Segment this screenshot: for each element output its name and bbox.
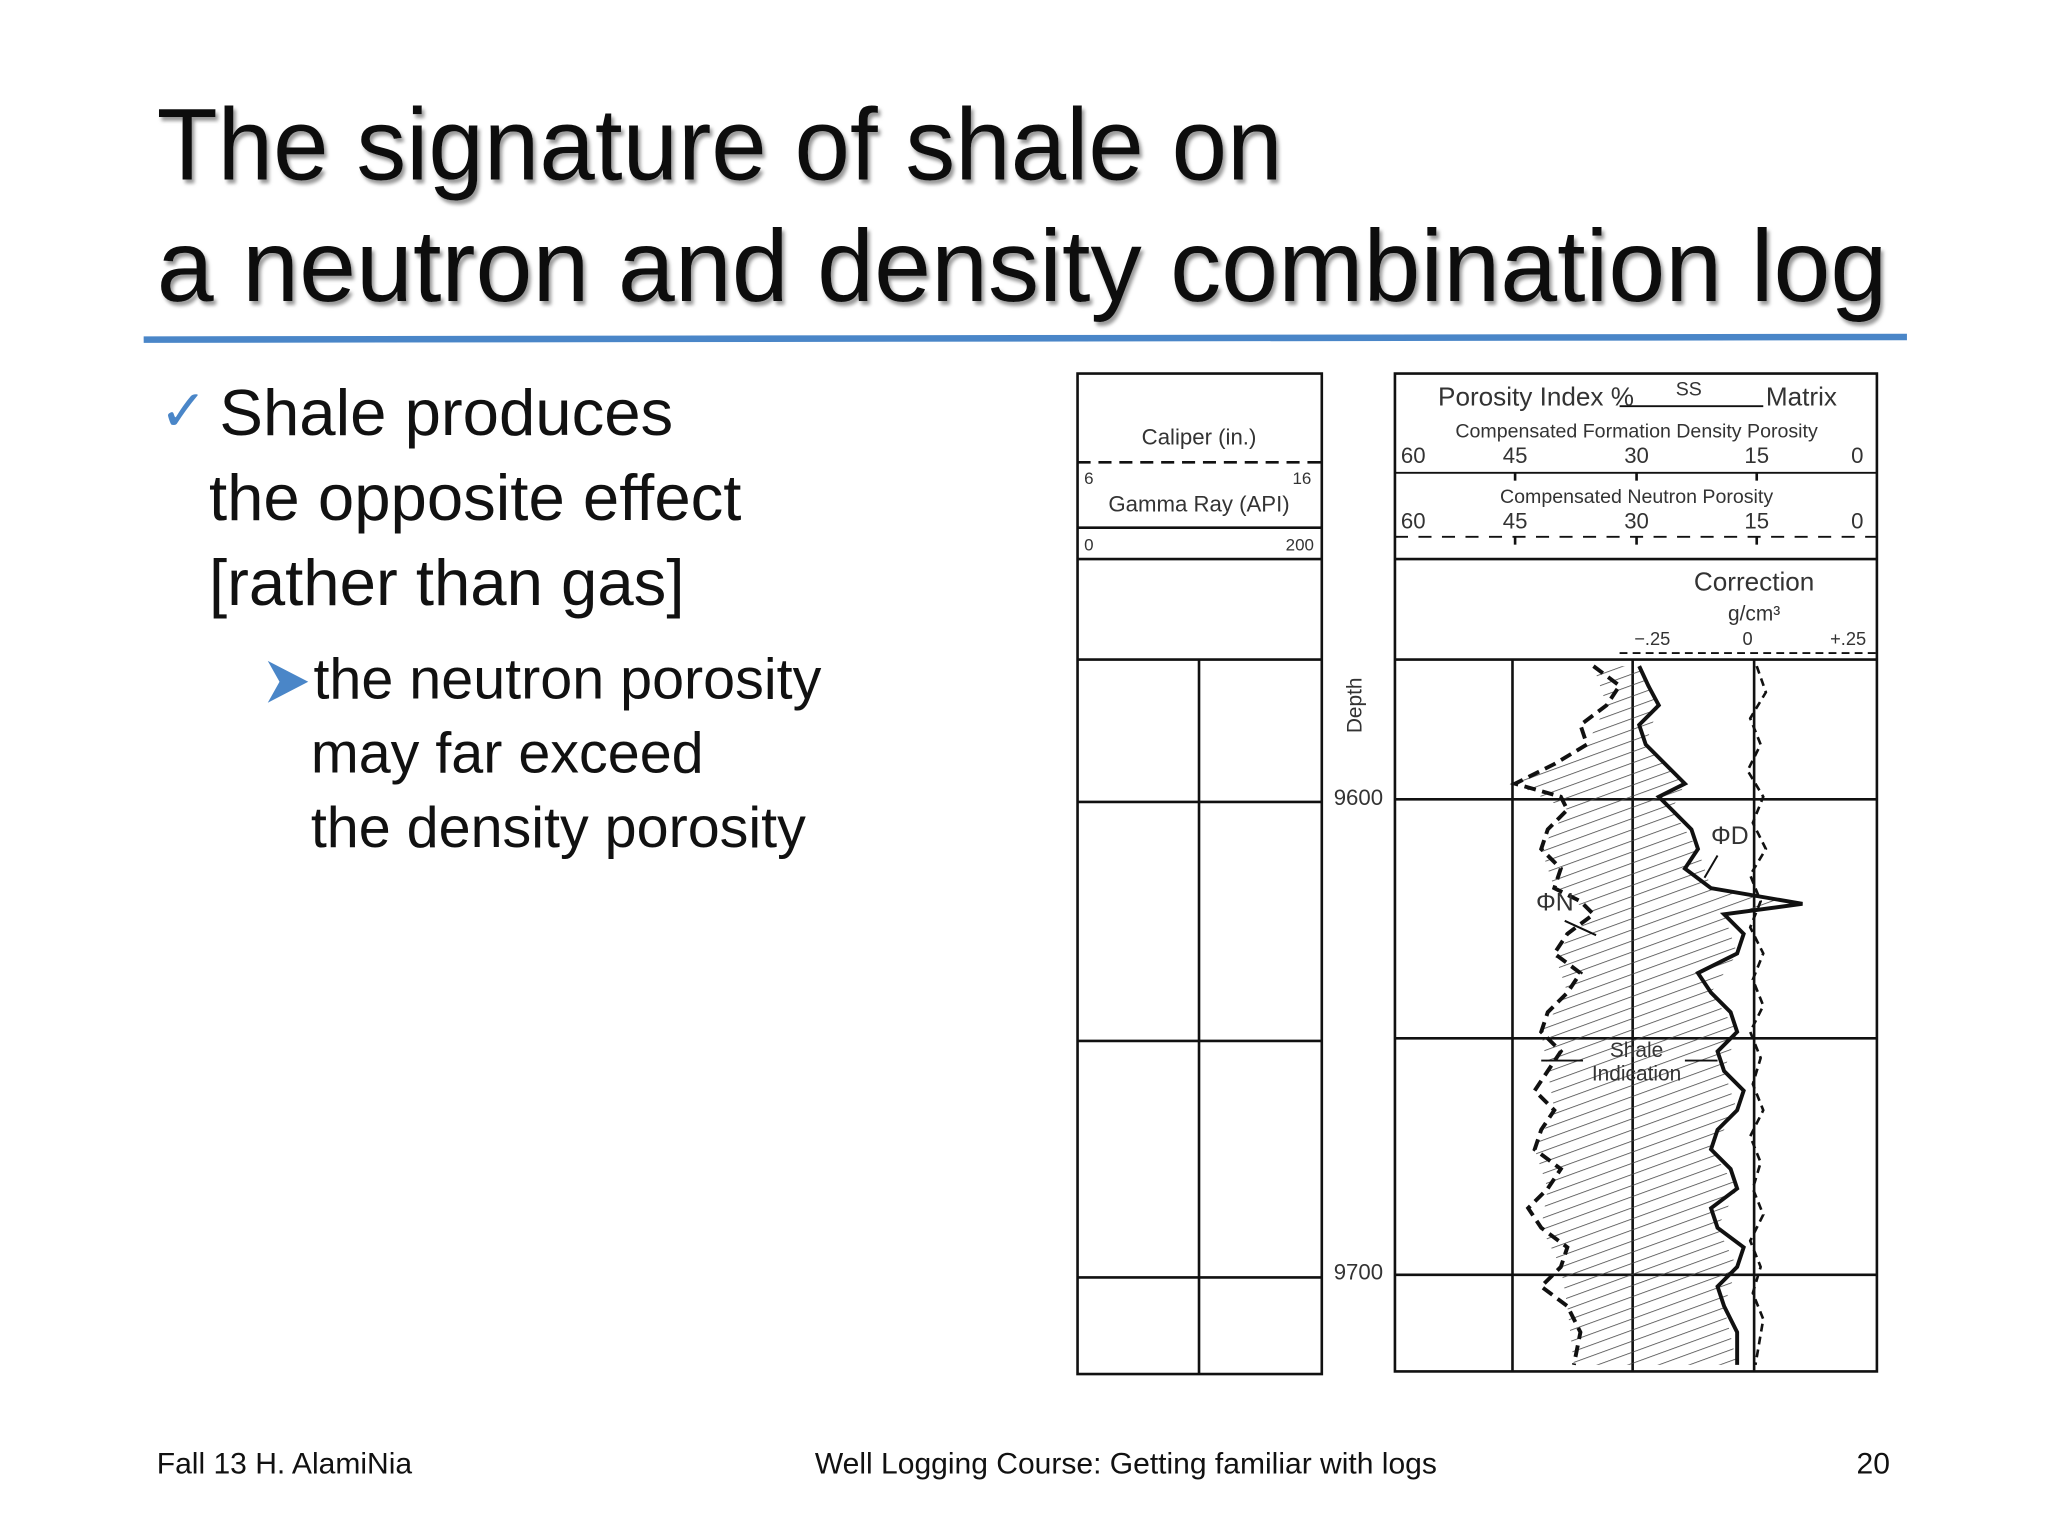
track-label: Correction bbox=[1694, 567, 1814, 597]
track-label: Compensated Formation Density Porosity bbox=[1455, 420, 1818, 442]
track-label: Matrix bbox=[1766, 381, 1837, 411]
curve-label: ΦD bbox=[1711, 823, 1749, 850]
title-underline bbox=[143, 333, 1907, 343]
scale-label: 30 bbox=[1624, 443, 1649, 468]
scale-label: −.25 bbox=[1634, 628, 1670, 649]
track-label: Caliper (in.) bbox=[1142, 425, 1257, 450]
scale-label: +.25 bbox=[1830, 628, 1866, 649]
scale-label: 200 bbox=[1286, 535, 1314, 554]
scale-label: 0 bbox=[1084, 535, 1093, 554]
check-icon: ✓ bbox=[159, 380, 207, 444]
well-log-figure: Caliper (in.) 6 16 Gamma Ray (API) 0 200… bbox=[1076, 372, 1879, 1376]
scale-label: 45 bbox=[1503, 443, 1528, 468]
footer-page-number: 20 bbox=[1857, 1447, 1890, 1480]
scale-label: 15 bbox=[1744, 508, 1769, 533]
density-curve bbox=[1636, 665, 1803, 1365]
track-label: Gamma Ray (API) bbox=[1108, 491, 1289, 516]
depth-value: 9700 bbox=[1334, 1259, 1383, 1284]
annotation: Indication bbox=[1592, 1062, 1681, 1085]
track-label: SS bbox=[1676, 379, 1702, 401]
track-label: Compensated Neutron Porosity bbox=[1500, 486, 1773, 508]
bullet-line: [rather than gas] bbox=[209, 546, 685, 619]
depth-label: Depth bbox=[1343, 677, 1366, 733]
scale-label: 15 bbox=[1744, 443, 1769, 468]
scale-label: 60 bbox=[1401, 508, 1426, 533]
title-line: The signature of shale on bbox=[157, 88, 1283, 202]
scale-label: 6 bbox=[1084, 469, 1093, 488]
scale-label: 60 bbox=[1401, 443, 1426, 468]
annotation: Shale bbox=[1610, 1039, 1663, 1062]
neutron-curve bbox=[1509, 664, 1623, 1366]
scale-label: 0 bbox=[1743, 628, 1753, 649]
arrow-icon bbox=[267, 660, 309, 703]
sub-bullet-line: the density porosity bbox=[311, 796, 806, 860]
scale-label: 0 bbox=[1851, 443, 1863, 468]
annotation-arrow bbox=[1541, 855, 1719, 1062]
title-line: a neutron and density combination log bbox=[157, 209, 1888, 323]
bullet-line: Shale produces bbox=[219, 376, 673, 449]
depth-value: 9600 bbox=[1334, 785, 1383, 810]
sub-bullet-line: the neutron porosity bbox=[313, 647, 821, 711]
scale-label: 30 bbox=[1624, 508, 1649, 533]
track-label: g/cm³ bbox=[1728, 603, 1780, 626]
shale-shading bbox=[1515, 666, 1803, 1365]
footer-center: Well Logging Course: Getting familiar wi… bbox=[815, 1447, 1437, 1480]
curve-label: ΦN bbox=[1536, 889, 1574, 916]
track-frame bbox=[1393, 372, 1879, 1373]
track-label: Porosity Index % bbox=[1438, 381, 1634, 411]
scale-label: 0 bbox=[1851, 508, 1863, 533]
bullet-line: the opposite effect bbox=[209, 461, 741, 534]
footer-left: Fall 13 H. AlamiNia bbox=[157, 1447, 413, 1480]
scale-label: 16 bbox=[1292, 469, 1311, 488]
sub-bullet-line: may far exceed bbox=[311, 722, 704, 786]
scale-label: 45 bbox=[1503, 508, 1528, 533]
correction-curve bbox=[1746, 665, 1768, 1366]
